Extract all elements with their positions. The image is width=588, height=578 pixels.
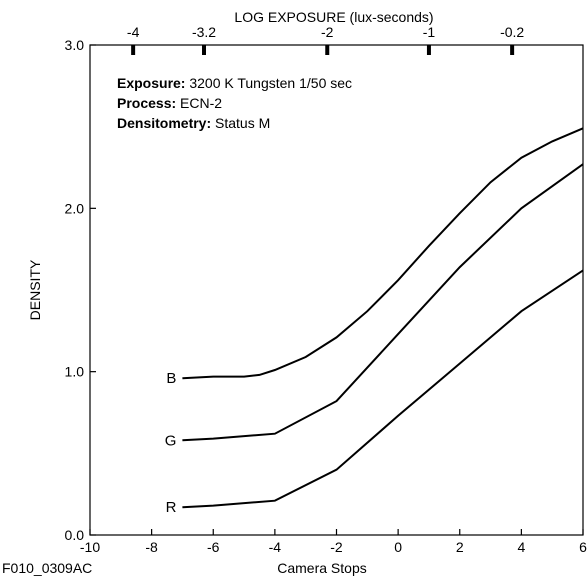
curve-r xyxy=(182,269,584,509)
info-line: Densitometry: Status M xyxy=(117,115,270,131)
y-tick-label: 2.0 xyxy=(65,200,85,216)
top-tick-label: -0.2 xyxy=(500,24,524,40)
top-tick-label: -2 xyxy=(321,24,334,40)
x-tick-label: 6 xyxy=(579,539,587,555)
y-tick-label: 0.0 xyxy=(65,527,85,543)
curve-label-r: R xyxy=(166,499,177,516)
y-tick-label: 1.0 xyxy=(65,364,85,380)
info-line: Process: ECN-2 xyxy=(117,95,222,111)
y-tick-label: 3.0 xyxy=(65,37,85,53)
x-axis-title: Camera Stops xyxy=(277,560,366,576)
info-line: Exposure: 3200 K Tungsten 1/50 sec xyxy=(117,75,352,91)
x-tick-label: -2 xyxy=(330,539,343,555)
top-axis-ticks: -4 -3.2 -2 -1 -0.2 xyxy=(127,24,524,55)
info-block: Exposure: 3200 K Tungsten 1/50 sec Proces… xyxy=(117,75,352,131)
top-tick-label: -3.2 xyxy=(192,24,216,40)
top-axis-title: LOG EXPOSURE (lux-seconds) xyxy=(234,9,433,25)
curve-g xyxy=(182,163,584,442)
info-key: Process: xyxy=(117,95,176,111)
x-tick-label: 0 xyxy=(394,539,402,555)
curve-label-g: G xyxy=(165,432,177,449)
y-axis-title: DENSITY xyxy=(27,259,43,320)
info-value: ECN-2 xyxy=(176,95,222,111)
x-tick-label: -4 xyxy=(269,539,282,555)
curve-b xyxy=(182,127,584,380)
figure-id: F010_0309AC xyxy=(2,560,92,576)
top-tick-label: -4 xyxy=(127,24,140,40)
curve-label-b: B xyxy=(166,370,176,387)
x-tick-label: 4 xyxy=(517,539,525,555)
x-tick-label: -10 xyxy=(80,539,100,555)
info-key: Densitometry: xyxy=(117,115,211,131)
info-value: 3200 K Tungsten 1/50 sec xyxy=(185,75,352,91)
curves-group: B G R xyxy=(165,127,584,516)
top-tick-label: -1 xyxy=(423,24,436,40)
info-value: Status M xyxy=(211,115,270,131)
x-tick-label: -8 xyxy=(145,539,158,555)
info-key: Exposure: xyxy=(117,75,185,91)
x-axis-ticks: -10 -8 -6 -4 -2 0 2 4 6 xyxy=(80,529,587,555)
y-axis-ticks: 0.0 1.0 2.0 3.0 xyxy=(65,37,96,543)
x-tick-label: 2 xyxy=(456,539,464,555)
x-tick-label: -6 xyxy=(207,539,220,555)
